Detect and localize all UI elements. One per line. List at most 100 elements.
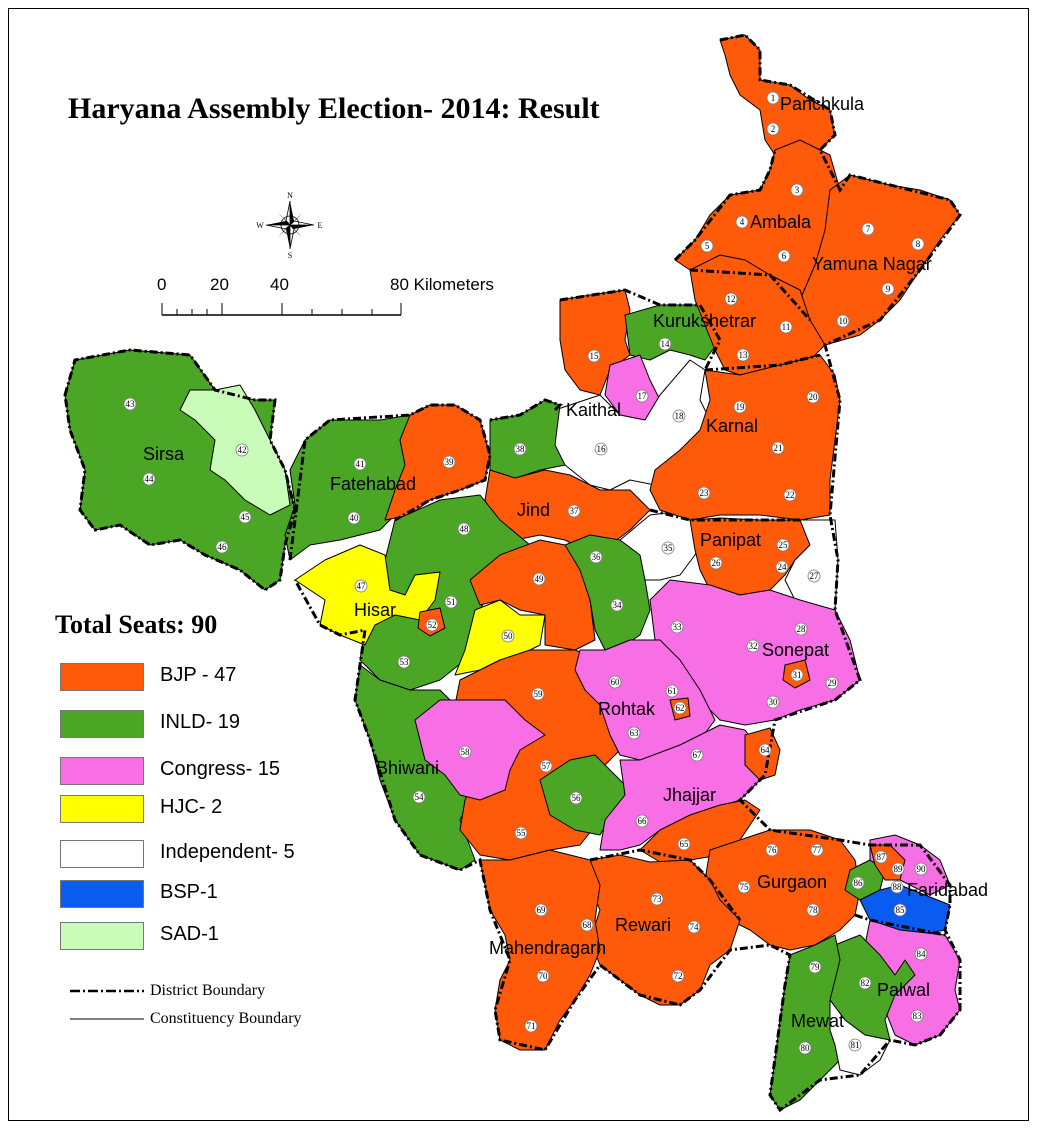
svg-text:N: N [287,191,293,200]
scale-label-80: 80 Kilometers [390,275,494,294]
legend-label: BJP - 47 [160,664,237,686]
svg-text:20: 20 [809,392,819,402]
scale-label-20: 20 [210,275,229,294]
svg-text:55: 55 [517,828,527,838]
constituency-number: 32 [746,639,760,653]
district-label-sirsa: Sirsa [143,444,185,464]
svg-text:29: 29 [828,678,838,688]
constituency-number: 57 [539,759,553,773]
svg-text:88: 88 [893,882,903,892]
legend-swatch [60,922,144,950]
constituency-number: 52 [425,618,439,632]
district-label-faridabad: Faridabad [907,880,988,900]
svg-text:79: 79 [811,962,821,972]
svg-text:80: 80 [801,1043,811,1053]
svg-text:60: 60 [611,677,621,687]
district-label-jind: Jind [517,500,550,520]
svg-text:48: 48 [460,524,470,534]
legend-swatch [60,840,144,868]
svg-text:65: 65 [680,839,690,849]
svg-text:85: 85 [896,905,906,915]
constituency-number: 65 [677,837,691,851]
constituency-number: 58 [458,745,472,759]
svg-text:16: 16 [597,444,607,454]
svg-text:71: 71 [527,1021,536,1031]
constituency-number: 36 [589,550,603,564]
constituency-number: 17 [635,389,649,403]
district-label-karnal: Karnal [706,416,758,436]
svg-text:66: 66 [638,816,648,826]
svg-text:53: 53 [400,657,410,667]
constituency-number: 9 [881,282,895,296]
constituency-number: 81 [848,1038,862,1052]
constituency-number: 28 [794,622,808,636]
legend-swatch [60,757,144,785]
constituency-number: 33 [670,620,684,634]
constituency-number: 71 [524,1019,538,1033]
svg-text:2: 2 [771,124,776,134]
constituency-number: 31 [790,668,804,682]
constituency-number: 12 [724,292,738,306]
svg-text:58: 58 [461,747,471,757]
svg-text:54: 54 [415,792,425,802]
svg-text:51: 51 [447,597,456,607]
svg-text:15: 15 [590,351,600,361]
total-seats-label: Total Seats: 90 [55,610,218,639]
svg-text:87: 87 [877,852,887,862]
svg-text:89: 89 [894,864,904,874]
svg-text:82: 82 [861,978,870,988]
constituency-number: 3 [790,183,804,197]
district-label-palwal: Palwal [877,980,930,1000]
svg-text:84: 84 [917,949,927,959]
constituency-number: 79 [808,960,822,974]
svg-text:32: 32 [749,641,758,651]
legend-label: Congress- 15 [160,758,281,780]
svg-text:56: 56 [572,793,582,803]
svg-text:43: 43 [126,399,136,409]
region-karnal [649,354,841,521]
map-title: Haryana Assembly Election- 2014: Result [68,92,600,125]
constituency-number: 84 [914,947,928,961]
legend-label: Constituency Boundary [150,1010,302,1027]
constituency-number: 63 [627,726,641,740]
constituency-number: 87 [874,850,888,864]
district-label-ambala: Ambala [750,212,812,232]
solid-line-icon [70,1018,144,1020]
svg-text:41: 41 [356,459,365,469]
constituency-number: 90 [914,862,928,876]
constituency-number: 59 [531,687,545,701]
legend-label: INLD- 19 [160,711,241,733]
constituency-number: 67 [690,748,704,762]
svg-text:19: 19 [736,402,746,412]
svg-text:30: 30 [769,697,779,707]
constituency-number: 89 [891,862,905,876]
svg-text:37: 37 [570,506,580,516]
svg-text:61: 61 [668,686,677,696]
constituency-number: 53 [397,655,411,669]
svg-text:17: 17 [638,391,648,401]
constituency-number: 83 [910,1009,924,1023]
svg-text:22: 22 [786,490,795,500]
svg-text:9: 9 [886,284,891,294]
svg-text:62: 62 [676,703,685,713]
district-label-mahendragarh: Mahendragarh [489,938,606,958]
svg-text:72: 72 [674,971,683,981]
svg-text:31: 31 [793,670,802,680]
constituency-number: 37 [567,504,581,518]
region-panipat [689,517,811,596]
region-bjp-49 [469,539,596,651]
svg-text:13: 13 [739,350,749,360]
compass-rose-icon: N S E W [255,190,325,260]
constituency-number: 64 [758,743,772,757]
svg-text:14: 14 [661,339,671,349]
constituency-number: 2 [766,122,780,136]
constituency-number: 76 [765,843,779,857]
district-label-jhajjar: Jhajjar [663,785,716,805]
svg-text:38: 38 [516,444,526,454]
svg-text:45: 45 [241,512,251,522]
constituency-number: 26 [709,556,723,570]
svg-text:40: 40 [350,513,360,523]
constituency-number: 82 [858,976,872,990]
district-label-kaithal: Kaithal [566,400,621,420]
svg-text:81: 81 [851,1040,860,1050]
